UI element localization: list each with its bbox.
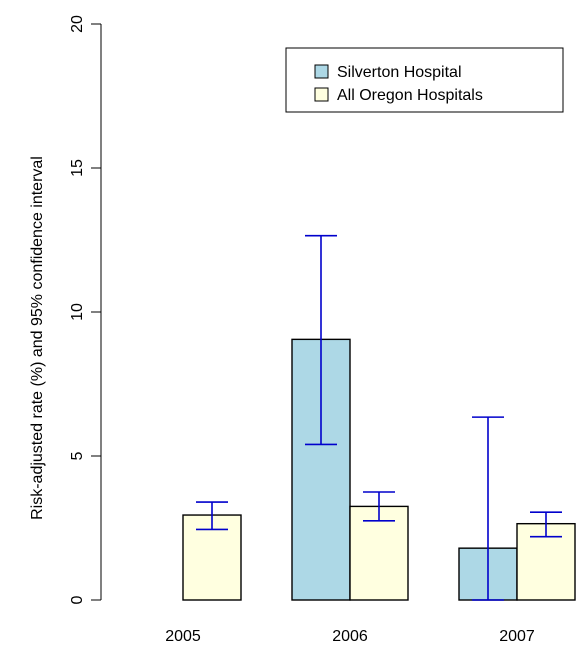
- error-bar-silverton-hospital-2006: [305, 234, 337, 446]
- legend-swatch-silverton-hospital: [314, 64, 329, 79]
- bar-all-oregon-hospitals-2006: [349, 505, 409, 601]
- y-tick-label: 20: [69, 15, 86, 33]
- error-bar-all-oregon-hospitals-2007: [530, 511, 562, 538]
- y-tick-label: 15: [69, 159, 86, 177]
- legend-box: [285, 47, 564, 113]
- error-bar-all-oregon-hospitals-2005: [196, 501, 228, 531]
- legend-label-silverton-hospital: Silverton Hospital: [337, 64, 462, 81]
- error-bar-silverton-hospital-2007: [472, 416, 504, 601]
- category-label-2006: 2006: [332, 628, 368, 645]
- legend-label-all-oregon-hospitals: All Oregon Hospitals: [337, 87, 483, 104]
- y-tick-label: 5: [69, 451, 86, 460]
- y-axis: 0 5 10 15 20: [69, 15, 102, 604]
- category-axis-labels: 2005 2006 2007: [165, 628, 535, 645]
- category-label-2005: 2005: [165, 628, 201, 645]
- legend: Silverton Hospital All Oregon Hospitals: [285, 47, 564, 113]
- y-tick-label: 0: [69, 595, 86, 604]
- plot-layer: [182, 234, 576, 601]
- y-axis-title: Risk-adjusted rate (%) and 95% confidenc…: [29, 156, 46, 520]
- y-tick-label: 10: [69, 303, 86, 321]
- category-label-2007: 2007: [499, 628, 535, 645]
- error-bar-all-oregon-hospitals-2006: [363, 491, 395, 522]
- legend-swatch-all-oregon-hospitals: [314, 87, 329, 102]
